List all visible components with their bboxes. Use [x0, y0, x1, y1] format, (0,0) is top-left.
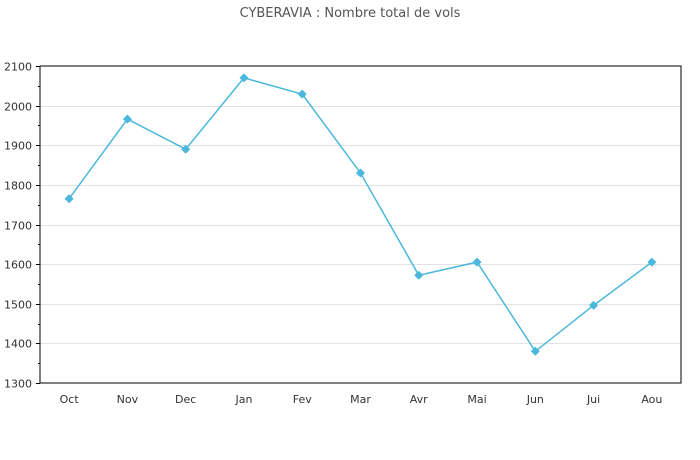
plot-frame [39, 65, 682, 384]
series-line [68, 77, 653, 353]
data-point-dot [473, 258, 481, 266]
x-tick-label: Dec [175, 393, 196, 406]
y-tick-label: 1600 [4, 259, 32, 272]
y-tick-label: 1900 [4, 140, 32, 153]
data-point-dot [65, 195, 73, 202]
x-tick-label: Fev [293, 393, 312, 406]
data-point-dot [240, 74, 248, 82]
data-point-dot [182, 146, 189, 153]
x-tick-label: Oct [60, 393, 80, 406]
x-tick-label: Mai [467, 393, 486, 406]
data-point-dot [415, 272, 422, 279]
y-tick-label: 1800 [4, 180, 32, 193]
data-point-dot [648, 258, 656, 266]
y-tick-label: 1700 [4, 220, 32, 233]
y-tick-label: 2000 [4, 101, 32, 114]
data-point-dot [299, 90, 306, 98]
x-tick-label: Nov [117, 393, 139, 406]
data-point-dot [357, 169, 364, 177]
x-tick-label: Mar [350, 393, 371, 406]
data-point-dot [124, 115, 131, 123]
x-tick-label: Jan [234, 393, 252, 406]
y-tick-label: 1500 [4, 299, 32, 312]
y-tick-label: 2100 [4, 61, 32, 74]
x-tick-label: Jui [586, 393, 600, 406]
y-tick-label: 1300 [4, 378, 32, 391]
data-point-dot [532, 348, 539, 355]
y-tick-label: 1400 [4, 338, 32, 351]
chart-title: CYBERAVIA : Nombre total de vols [240, 6, 461, 21]
x-tick-label: Aou [641, 393, 662, 406]
data-point-dot [590, 302, 597, 309]
x-tick-label: Avr [410, 393, 428, 406]
x-tick-label: Jun [526, 393, 544, 406]
